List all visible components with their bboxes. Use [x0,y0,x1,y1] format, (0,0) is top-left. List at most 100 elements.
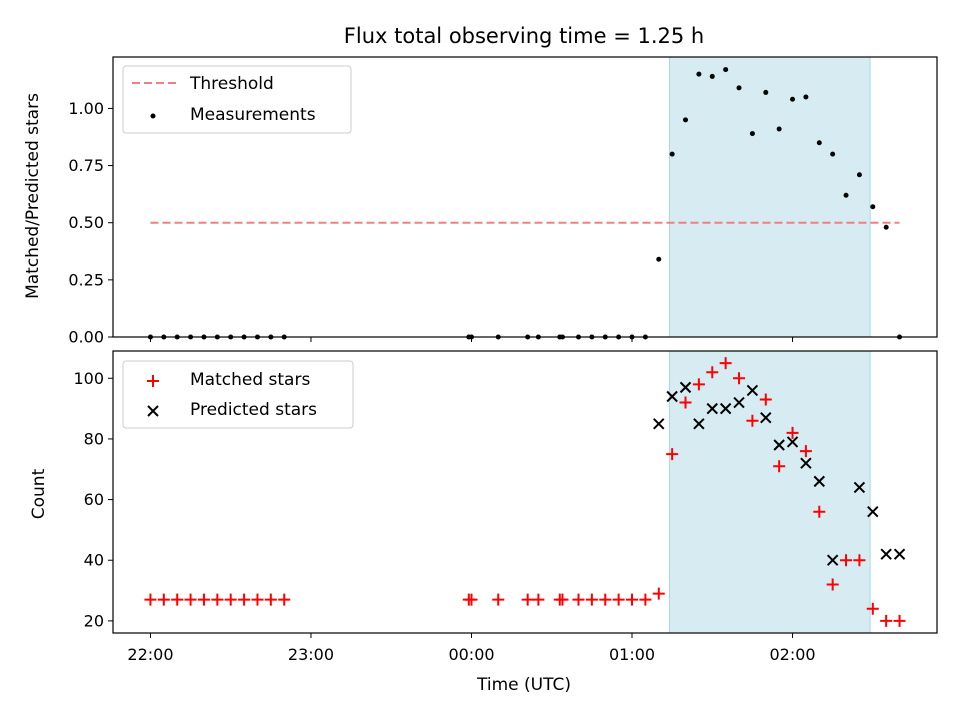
bottom-series-1-point-15 [867,506,879,518]
bottom-series-1-point-9 [773,439,785,451]
bottom-y-tick-label-0: 20 [84,611,104,630]
top-series-0-point-39 [856,172,862,178]
bottom-series-0-point-8 [251,593,264,606]
chart-title: Flux total observing time = 1.25 h [344,24,704,48]
bottom-series-0-point-42 [893,614,906,627]
top-series-0-point-32 [763,89,769,95]
bottom-series-1-point-8 [760,412,772,424]
x-tick-label-2: 00:00 [448,645,494,664]
bottom-series-0-point-0 [144,593,157,606]
bottom-series-1-point-6 [733,396,745,409]
bottom-series-0-point-3 [184,593,197,606]
bottom-y-axis-label: Count [29,468,49,519]
top-series-0-point-35 [803,94,809,100]
bottom-series-1-point-0 [653,418,665,430]
x-tick-label-4: 02:00 [769,645,815,664]
top-y-tick-label-4: 1.00 [68,99,104,118]
top-series-0-point-25 [669,151,675,157]
bottom-series-1-point-5 [719,402,732,415]
legend-matched-swatch [147,375,159,387]
legend-measurements-label: Measurements [190,105,316,125]
bottom-series-1-point-11 [800,457,812,469]
bottom-series-0-point-2 [171,593,184,606]
bottom-series-0-point-31 [746,414,759,427]
top-series-0-point-34 [790,96,796,102]
legend-measurements-swatch [150,113,156,119]
bottom-series-0-point-9 [264,593,277,606]
bottom-series-0-point-15 [532,593,545,606]
x-tick-label-1: 23:00 [288,645,334,664]
legend-matched-label: Matched stars [190,370,310,390]
bottom-series-0-point-30 [733,372,746,385]
bottom-series-0-point-40 [866,602,879,615]
x-tick-label-3: 01:00 [609,645,655,664]
x-tick-label-0: 22:00 [127,645,173,664]
bottom-series-1-point-1 [666,390,678,403]
bottom-series-0-point-22 [626,593,639,606]
bottom-series-0-point-32 [759,393,772,406]
bottom-series-0-point-17 [556,593,569,606]
x-axis-label: Time (UTC) [476,675,571,695]
bottom-series-0-point-39 [853,554,866,567]
top-series-0-point-30 [736,85,742,91]
bottom-series-0-point-35 [799,445,812,458]
bottom-shaded-interval [669,351,871,633]
bottom-series-0-point-33 [773,460,786,473]
bottom-series-0-point-23 [639,593,652,606]
bottom-y-tick-label-1: 40 [84,551,104,570]
bottom-series-1-point-3 [693,418,705,430]
bottom-y-tick-label-2: 60 [84,490,104,509]
bottom-series-1-point-12 [813,475,825,488]
top-y-axis-label: Matched/Predicted stars [23,93,43,299]
top-series-0-point-27 [696,71,702,77]
bottom-series-0-point-19 [585,593,598,606]
bottom-series-1-point-13 [826,554,839,566]
bottom-panel: 20 40 60 80 100 22:00 23:00 00:00 01:00 02:00 [73,350,938,664]
bottom-series-1-point-10 [786,436,799,448]
legend-threshold-label: Threshold [189,74,274,94]
bottom-series-0-point-7 [238,593,251,606]
bottom-series-1-point-16 [880,548,892,560]
top-axes-frame [112,56,938,338]
top-legend: Threshold Measurements [122,65,352,134]
bottom-series-1-point-14 [853,481,866,494]
bottom-series-0-point-36 [813,505,826,518]
top-legend-frame [122,65,352,134]
top-y-tick-label-2: 0.50 [68,213,104,232]
bottom-series-0-point-14 [521,593,534,606]
bottom-series-0-point-4 [197,593,210,606]
top-y-tick-label-0: 0.00 [68,328,104,347]
top-y-tick-label-1: 0.25 [68,270,104,289]
top-series-0-point-26 [683,117,689,123]
bottom-series-0-point-13 [492,593,505,606]
bottom-series-1-point-17 [893,548,906,560]
top-series-0-point-36 [816,140,822,146]
bottom-series-0-point-34 [786,426,799,439]
top-series-0-point-31 [749,131,755,137]
bottom-series-1-point-2 [679,381,692,394]
bottom-y-tick-label-3: 80 [84,429,104,448]
bottom-series-0-point-20 [599,593,612,606]
bottom-series-0-point-12 [465,593,478,606]
top-series-0-point-38 [843,192,849,198]
top-panel: 0.00 0.25 0.50 0.75 1.00 [68,56,938,347]
top-series-0-point-24 [656,256,662,262]
bottom-series-0-point-1 [157,593,170,606]
top-series-0-point-28 [709,73,715,79]
top-shaded-interval [669,57,871,337]
bottom-series-1-point-7 [746,384,759,397]
bottom-series-0-point-18 [572,593,585,606]
bottom-y-tick-label-4: 100 [73,369,104,388]
bottom-series-1-point-4 [706,402,718,415]
bottom-series-0-point-38 [840,554,853,567]
bottom-series-0-point-27 [692,378,705,391]
bottom-series-0-point-6 [224,593,237,606]
top-y-tick-label-3: 0.75 [68,156,104,175]
top-series-0-point-41 [883,224,889,230]
bottom-series-0-point-41 [880,614,893,627]
bottom-series-0-point-25 [666,448,679,461]
bottom-legend-frame [122,360,354,429]
legend-predicted-label: Predicted stars [190,400,317,420]
bottom-series-0-point-21 [612,593,625,606]
